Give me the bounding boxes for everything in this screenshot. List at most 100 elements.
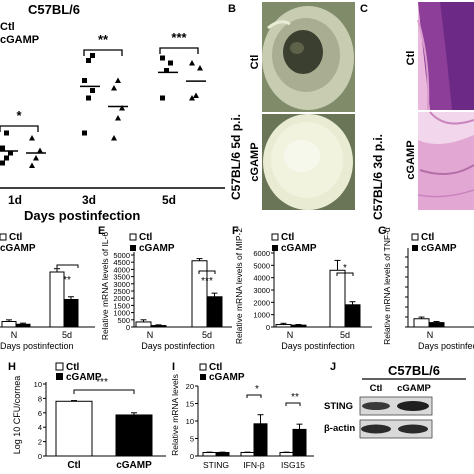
panel-b-side-label: C57BL/6 5d p.i.: [229, 114, 243, 200]
panel-a-point-ctl: [90, 88, 95, 93]
panel-i-y-tick-label: 0: [190, 452, 194, 461]
panel-i-tick-sting: STING: [203, 460, 229, 470]
panel-a-point-cgamp: [33, 155, 39, 161]
panel-d-legend-ctl-swatch: [0, 233, 7, 241]
panel-i-legend-cgamp-swatch: [200, 374, 206, 380]
panel-d-tick-5d: 5d: [62, 330, 72, 340]
panel-i-tick-isg15: ISG15: [281, 460, 305, 470]
panel-i-legend-ctl-swatch: [199, 363, 207, 371]
panel-a-sig-label: **: [98, 32, 109, 47]
panel-i-y-tick-label: 20: [186, 382, 194, 391]
panel-a-tick-3d: 3d: [82, 193, 96, 207]
panel-c-histology-cgamp: [417, 111, 474, 210]
panel-f-legend-cgamp: cGAMP: [281, 243, 317, 254]
panel-i-legend-cgamp: cGAMP: [209, 372, 245, 383]
panel-a-point-ctl: [164, 68, 169, 73]
panel-f-significance: *: [343, 263, 347, 274]
panel-f-ylabel: Relative mRNA levels of MIP-2: [234, 228, 244, 344]
panel-f-bar-cgamp: [290, 324, 307, 328]
panel-f: F Ctl cGAMP Relative mRNA levels of MIP-…: [232, 225, 372, 351]
panel-g-letter: G: [378, 225, 387, 237]
panel-g-legend-ctl-swatch: [411, 233, 419, 241]
panel-a-point-ctl: [0, 145, 5, 151]
panel-j-letter: J: [330, 361, 336, 373]
panel-d-sig-bracket: [56, 264, 79, 268]
panel-f-y-tick-label: 1000: [253, 311, 270, 320]
panel-i-y-tick-label: 5: [190, 435, 194, 444]
panel-h-bar-cgamp: [115, 414, 153, 457]
panel-c: C C57BL/6 3d p.i. Ctl cGAMP: [360, 2, 474, 220]
panel-d-bars: [1, 264, 79, 328]
panel-i-y-tick-label: 10: [186, 417, 194, 426]
panel-f-y-tick-label: 3000: [253, 286, 270, 295]
panel-a-sig-label: ***: [171, 30, 187, 45]
panel-e-bar-ctl: [135, 321, 152, 328]
panel-c-row-ctl: Ctl: [405, 51, 417, 66]
panel-c-row-cgamp: cGAMP: [405, 140, 417, 179]
panel-d-bar-ctl: [49, 271, 65, 328]
panel-h-legend-cgamp-swatch: [56, 373, 63, 380]
panel-d-legend-cgamp: cGAMP: [0, 243, 36, 254]
panel-a-point-ctl: [86, 95, 91, 101]
panel-j-row-bactin: β-actin: [324, 423, 355, 434]
panel-i-significance-isg15: **: [291, 392, 299, 403]
panel-f-tick-n: N: [287, 330, 294, 340]
panel-i-tick-ifnb: IFN-β: [243, 460, 265, 470]
panel-i-bar-ctl: [279, 452, 294, 457]
panel-f-letter: F: [232, 225, 239, 237]
panel-c-letter: C: [360, 3, 368, 15]
panel-e-sig-bracket: [198, 270, 216, 274]
panel-g-xlabel: Days postinfection: [418, 341, 474, 351]
panel-i-significance-ifnb: *: [255, 384, 259, 395]
panel-h-significance: ***: [96, 377, 108, 388]
panel-i-bars: [202, 394, 307, 457]
panel-a-point-ctl: [4, 155, 9, 161]
panel-h-letter: H: [8, 361, 16, 373]
panel-e-legend-ctl-swatch: [129, 233, 137, 241]
panel-d-legend-ctl: Ctl: [9, 232, 23, 243]
panel-j-blot-bactin: [359, 419, 433, 439]
panel-b-row-ctl: Ctl: [249, 55, 261, 70]
panel-i-ylabel: Relative mRNA levels: [170, 374, 180, 456]
panel-e-tick-n: N: [147, 330, 154, 340]
panel-a-xlabel: Days postinfection: [24, 208, 140, 223]
panel-g-legend-cgamp-swatch: [412, 245, 418, 251]
panel-h-tick-cgamp: cGAMP: [116, 460, 152, 471]
panel-h-legend-cgamp: cGAMP: [66, 372, 102, 383]
panel-f-legend-ctl-swatch: [271, 233, 279, 241]
panel-a-point-cgamp: [193, 92, 199, 98]
panel-d-xlabel: Days postinfection: [0, 341, 74, 351]
panel-a-tick-1d: 1d: [8, 193, 22, 207]
panel-i-sig-bracket-isg15: [285, 402, 301, 406]
panel-a-point-cgamp: [189, 95, 195, 101]
panel-e-xlabel: Days postinfection: [141, 341, 215, 351]
panel-a-point-ctl: [0, 160, 5, 166]
panel-e-y-tick-label: 4500: [113, 258, 130, 267]
panel-a-sig-bracket: [159, 47, 199, 54]
panel-e-y-tick-label: 2000: [113, 294, 130, 303]
panel-e-y-tick-label: 500: [117, 316, 130, 325]
panel-a-legend-cgamp: cGAMP: [0, 34, 39, 46]
panel-h-y-tick-label: 0: [38, 452, 42, 461]
panel-i-bar-cgamp: [253, 423, 268, 457]
panel-f-bar-ctl: [329, 269, 346, 328]
panel-e-legend-cgamp-swatch: [130, 245, 136, 251]
panel-g-ylabel: Relative mRNA levels of TNF-α: [382, 227, 392, 345]
panel-f-y-tick-label: 2000: [253, 298, 270, 307]
panel-e-y-tick-label: 1500: [113, 301, 130, 310]
panel-d-bar-ctl: [1, 321, 17, 328]
panel-h-sig-bracket: [73, 389, 135, 394]
panel-a: C57BL/6 Ctl cGAMP *** *** 1d 3d 5d Days p…: [0, 2, 225, 223]
panel-a-legend-ctl: Ctl: [0, 21, 15, 33]
panel-a-point-ctl: [160, 55, 165, 61]
panel-e-y-tick-label: 4000: [113, 265, 130, 274]
panel-g-tick-n: N: [427, 330, 434, 340]
panel-i-legend-ctl: Ctl: [209, 362, 223, 373]
panel-c-side-label: C57BL/6 3d p.i.: [371, 134, 385, 220]
panel-i-bar-ctl: [202, 452, 217, 457]
panel-h-y-tick-label: 8: [38, 394, 42, 403]
panel-g-legend-ctl: Ctl: [421, 232, 435, 243]
panel-g: G Ctl cGAMP Relative mRNA levels of TNF-…: [378, 225, 474, 351]
